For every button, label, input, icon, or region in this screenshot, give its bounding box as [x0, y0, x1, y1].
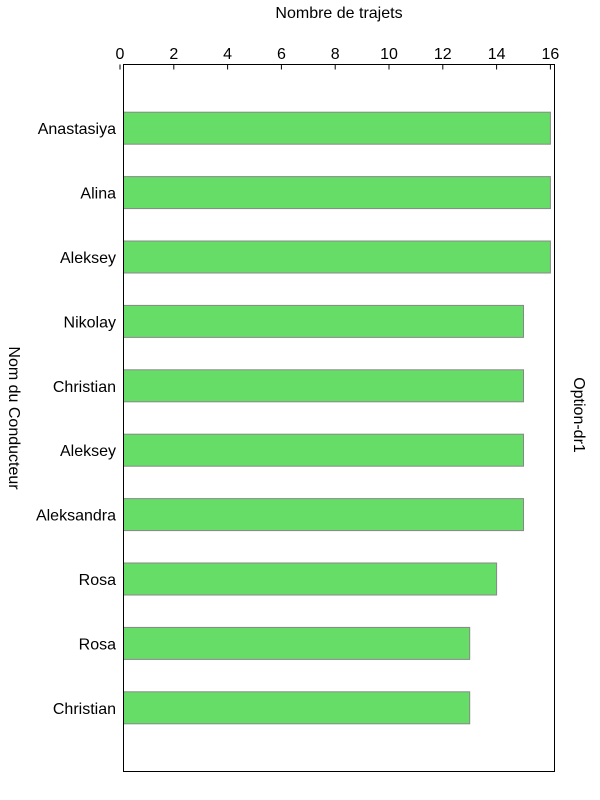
bar — [123, 240, 551, 274]
x-axis-title: Nombre de trajets — [275, 5, 402, 22]
x-tick-label: 6 — [277, 46, 286, 63]
bar — [123, 626, 471, 660]
category-label: Aleksey — [60, 250, 116, 267]
x-tick-label: 12 — [434, 46, 452, 63]
plot-frame — [123, 64, 555, 772]
bar — [123, 433, 524, 467]
bar — [123, 304, 524, 338]
x-tick-label: 10 — [380, 46, 398, 63]
category-label: Rosa — [79, 572, 116, 589]
bars — [123, 111, 551, 725]
category-label: Christian — [53, 701, 116, 718]
bar — [123, 498, 524, 532]
bar — [123, 176, 551, 210]
category-label: Anastasiya — [38, 121, 116, 138]
bar — [123, 562, 498, 596]
x-axis: 0 2 4 6 8 10 12 14 16 — [116, 46, 560, 70]
x-tick-label: 4 — [223, 46, 232, 63]
x-tick-label: 0 — [116, 46, 125, 63]
y-axis-title: Nom du Conducteur — [5, 346, 22, 490]
x-tick-label: 16 — [542, 46, 560, 63]
x-tick-label: 2 — [169, 46, 178, 63]
bar — [123, 111, 551, 145]
x-tick-label: 14 — [488, 46, 506, 63]
category-label: Christian — [53, 379, 116, 396]
x-tick-label: 8 — [331, 46, 340, 63]
category-label: Rosa — [79, 636, 116, 653]
category-label: Alina — [80, 186, 116, 203]
bar — [123, 691, 471, 725]
category-label: Nikolay — [64, 314, 116, 331]
right-axis-label: Option-dr1 — [570, 377, 587, 453]
category-label: Aleksey — [60, 443, 116, 460]
category-label: Aleksandra — [36, 508, 116, 525]
category-labels: Anastasiya Alina Aleksey Nikolay Christian Al… — [36, 121, 116, 718]
bar — [123, 369, 524, 403]
